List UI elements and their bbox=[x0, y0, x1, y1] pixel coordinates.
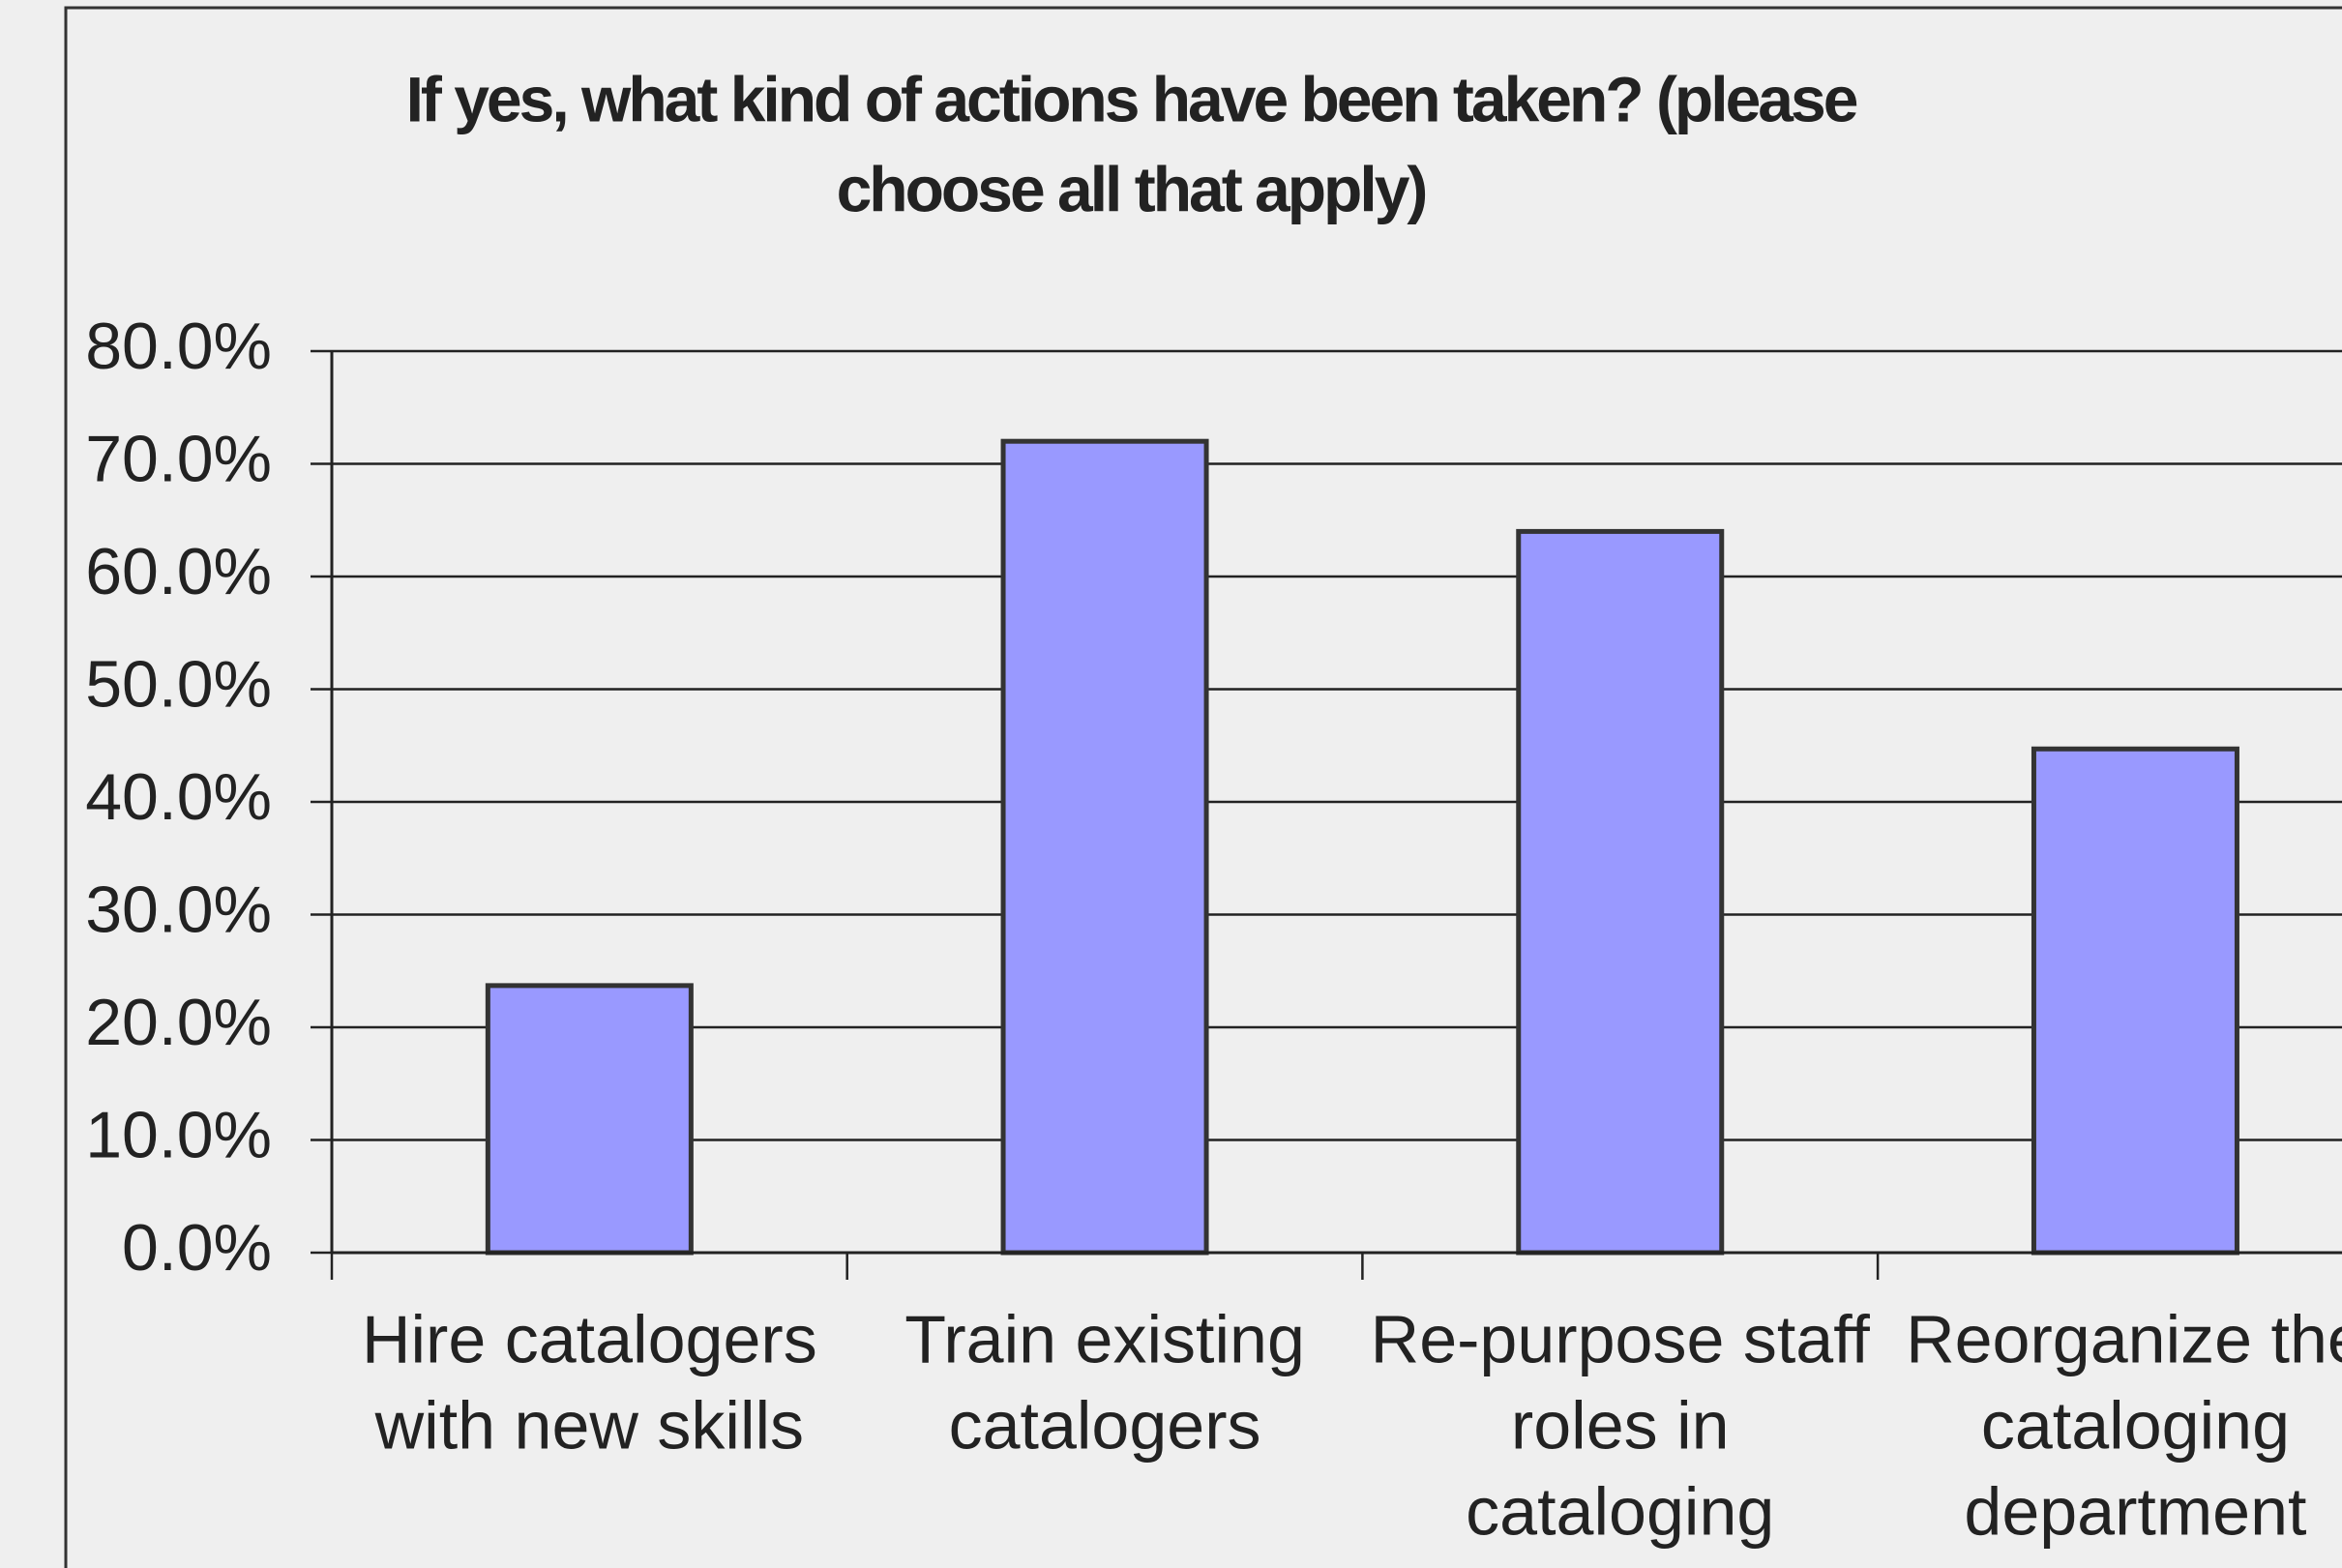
y-tick-label: 60.0% bbox=[85, 535, 272, 608]
x-tick-label: Train existing bbox=[904, 1301, 1305, 1376]
bar bbox=[2031, 746, 2239, 1256]
y-tick-label: 80.0% bbox=[85, 310, 272, 383]
y-tick-label: 10.0% bbox=[85, 1098, 272, 1171]
x-tick-label: Reorganize the bbox=[1906, 1301, 2342, 1376]
x-tick-label: department bbox=[1964, 1473, 2306, 1549]
y-tick-label: 70.0% bbox=[85, 422, 272, 495]
chart-title: choose all that apply) bbox=[837, 153, 1426, 224]
chart-frame bbox=[64, 6, 2342, 1568]
y-tick-label: 50.0% bbox=[85, 647, 272, 721]
bar bbox=[485, 983, 694, 1256]
x-tick-label: cataloging bbox=[1466, 1473, 1774, 1549]
x-tick-label: Hire catalogers bbox=[362, 1301, 817, 1376]
y-tick-label: 0.0% bbox=[122, 1211, 272, 1285]
x-tick-label: roles in bbox=[1511, 1387, 1730, 1463]
x-tick-label: with new skills bbox=[374, 1387, 804, 1463]
bar bbox=[1000, 438, 1209, 1256]
y-tick-label: 40.0% bbox=[85, 760, 272, 834]
bar bbox=[1516, 528, 1725, 1256]
x-tick-label: cataloging bbox=[1981, 1387, 2290, 1463]
x-tick-label: catalogers bbox=[949, 1387, 1261, 1463]
y-tick-label: 20.0% bbox=[85, 986, 272, 1059]
x-tick-label: Re-purpose staff bbox=[1371, 1301, 1871, 1376]
y-tick-label: 30.0% bbox=[85, 873, 272, 946]
chart-title: If yes, what kind of actions have been t… bbox=[406, 63, 1857, 134]
